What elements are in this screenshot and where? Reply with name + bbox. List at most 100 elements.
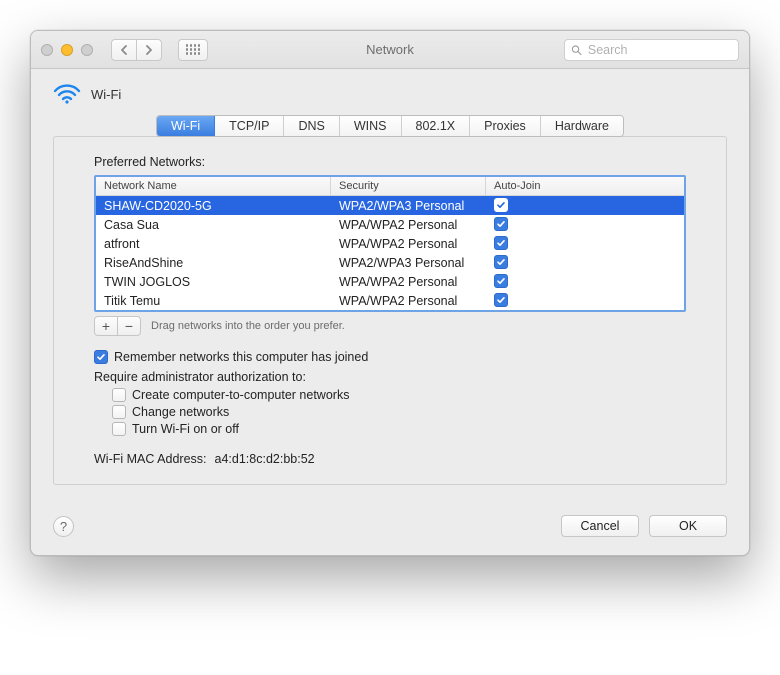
preferences-window: Network Wi-Fi Wi-FiTCP/IPDNSWINS802.1XPr… <box>30 30 750 556</box>
chevron-right-icon <box>145 45 153 55</box>
auto-join-cell <box>486 214 684 235</box>
table-row[interactable]: atfrontWPA/WPA2 Personal <box>96 234 684 253</box>
titlebar: Network <box>31 31 749 69</box>
tab-bar-container: Wi-FiTCP/IPDNSWINS802.1XProxiesHardware <box>31 115 749 137</box>
wifi-icon <box>53 83 81 105</box>
window-close-button[interactable] <box>41 44 53 56</box>
checkmark-icon <box>496 295 506 305</box>
security-cell: WPA/WPA2 Personal <box>331 234 486 254</box>
table-row[interactable]: RiseAndShineWPA2/WPA3 Personal <box>96 253 684 272</box>
network-name-cell: Titik Temu <box>96 291 331 311</box>
checkmark-icon <box>496 238 506 248</box>
window-zoom-button[interactable] <box>81 44 93 56</box>
checkmark-icon <box>96 352 106 362</box>
remember-networks-row[interactable]: Remember networks this computer has join… <box>94 350 686 364</box>
remember-networks-label: Remember networks this computer has join… <box>114 350 368 364</box>
tab-hardware[interactable]: Hardware <box>541 116 623 136</box>
back-button[interactable] <box>111 39 137 61</box>
panel-header: Wi-Fi <box>31 69 749 115</box>
auto-join-checkbox[interactable] <box>494 198 508 212</box>
tab-wins[interactable]: WINS <box>340 116 402 136</box>
forward-button[interactable] <box>136 39 162 61</box>
network-name-cell: TWIN JOGLOS <box>96 272 331 292</box>
panel-wrap: Preferred Networks: Network Name Securit… <box>31 136 749 503</box>
grid-icon <box>186 44 201 55</box>
create-networks-row[interactable]: Create computer-to-computer networks <box>112 388 686 402</box>
table-header: Network Name Security Auto-Join <box>96 177 684 196</box>
tab-bar: Wi-FiTCP/IPDNSWINS802.1XProxiesHardware <box>156 115 624 137</box>
remove-network-button[interactable]: − <box>117 316 141 336</box>
change-networks-checkbox[interactable] <box>112 405 126 419</box>
auto-join-cell <box>486 233 684 254</box>
auto-join-cell <box>486 252 684 273</box>
auto-join-cell <box>486 195 684 216</box>
preferred-networks-table[interactable]: Network Name Security Auto-Join SHAW-CD2… <box>94 175 686 312</box>
table-row[interactable]: TWIN JOGLOSWPA/WPA2 Personal <box>96 272 684 291</box>
toggle-wifi-label: Turn Wi-Fi on or off <box>132 422 239 436</box>
toggle-wifi-row[interactable]: Turn Wi-Fi on or off <box>112 422 686 436</box>
tab-wi-fi[interactable]: Wi-Fi <box>157 116 215 136</box>
search-input[interactable] <box>586 42 732 58</box>
auto-join-checkbox[interactable] <box>494 236 508 250</box>
require-admin-label: Require administrator authorization to: <box>94 370 686 384</box>
chevron-left-icon <box>120 45 128 55</box>
tab-proxies[interactable]: Proxies <box>470 116 541 136</box>
wifi-panel: Preferred Networks: Network Name Securit… <box>53 136 727 485</box>
checkmark-icon <box>496 257 506 267</box>
security-cell: WPA2/WPA3 Personal <box>331 196 486 216</box>
panel-title: Wi-Fi <box>91 87 121 102</box>
options-section: Remember networks this computer has join… <box>94 350 686 436</box>
auto-join-cell <box>486 290 684 311</box>
tab-tcp-ip[interactable]: TCP/IP <box>215 116 284 136</box>
toggle-wifi-checkbox[interactable] <box>112 422 126 436</box>
search-icon <box>571 44 582 56</box>
add-remove-bar: + − Drag networks into the order you pre… <box>94 316 686 336</box>
window-minimize-button[interactable] <box>61 44 73 56</box>
cancel-button[interactable]: Cancel <box>561 515 639 537</box>
auto-join-checkbox[interactable] <box>494 293 508 307</box>
network-name-cell: RiseAndShine <box>96 253 331 273</box>
nav-buttons <box>111 39 162 61</box>
network-name-cell: SHAW-CD2020-5G <box>96 196 331 216</box>
checkmark-icon <box>496 219 506 229</box>
tab-802-1x[interactable]: 802.1X <box>402 116 471 136</box>
column-security[interactable]: Security <box>331 177 486 195</box>
create-networks-label: Create computer-to-computer networks <box>132 388 349 402</box>
auto-join-checkbox[interactable] <box>494 217 508 231</box>
mac-address-label: Wi-Fi MAC Address: <box>94 452 207 466</box>
mac-address-value: a4:d1:8c:d2:bb:52 <box>215 452 315 466</box>
table-row[interactable]: Casa SuaWPA/WPA2 Personal <box>96 215 684 234</box>
footer-buttons: Cancel OK <box>561 515 727 537</box>
show-all-button[interactable] <box>178 39 208 61</box>
create-networks-checkbox[interactable] <box>112 388 126 402</box>
admin-options: Create computer-to-computer networks Cha… <box>112 388 686 436</box>
preferred-networks-label: Preferred Networks: <box>94 155 686 169</box>
column-auto-join[interactable]: Auto-Join <box>486 177 684 195</box>
add-remove-group: + − <box>94 316 141 336</box>
column-network-name[interactable]: Network Name <box>96 177 331 195</box>
checkmark-icon <box>496 200 506 210</box>
checkmark-icon <box>496 276 506 286</box>
remember-networks-checkbox[interactable] <box>94 350 108 364</box>
footer: ? Cancel OK <box>31 503 749 555</box>
network-name-cell: Casa Sua <box>96 215 331 235</box>
network-name-cell: atfront <box>96 234 331 254</box>
security-cell: WPA2/WPA3 Personal <box>331 253 486 273</box>
auto-join-cell <box>486 271 684 292</box>
auto-join-checkbox[interactable] <box>494 274 508 288</box>
traffic-lights <box>41 44 93 56</box>
search-field[interactable] <box>564 39 739 61</box>
table-body: SHAW-CD2020-5GWPA2/WPA3 PersonalCasa Sua… <box>96 196 684 310</box>
add-network-button[interactable]: + <box>94 316 118 336</box>
change-networks-row[interactable]: Change networks <box>112 405 686 419</box>
drag-hint: Drag networks into the order you prefer. <box>151 320 345 332</box>
auto-join-checkbox[interactable] <box>494 255 508 269</box>
ok-button[interactable]: OK <box>649 515 727 537</box>
table-row[interactable]: Titik TemuWPA/WPA2 Personal <box>96 291 684 310</box>
security-cell: WPA/WPA2 Personal <box>331 215 486 235</box>
security-cell: WPA/WPA2 Personal <box>331 272 486 292</box>
table-row[interactable]: SHAW-CD2020-5GWPA2/WPA3 Personal <box>96 196 684 215</box>
mac-address-row: Wi-Fi MAC Address: a4:d1:8c:d2:bb:52 <box>94 452 686 466</box>
help-button[interactable]: ? <box>53 516 74 537</box>
tab-dns[interactable]: DNS <box>284 116 339 136</box>
